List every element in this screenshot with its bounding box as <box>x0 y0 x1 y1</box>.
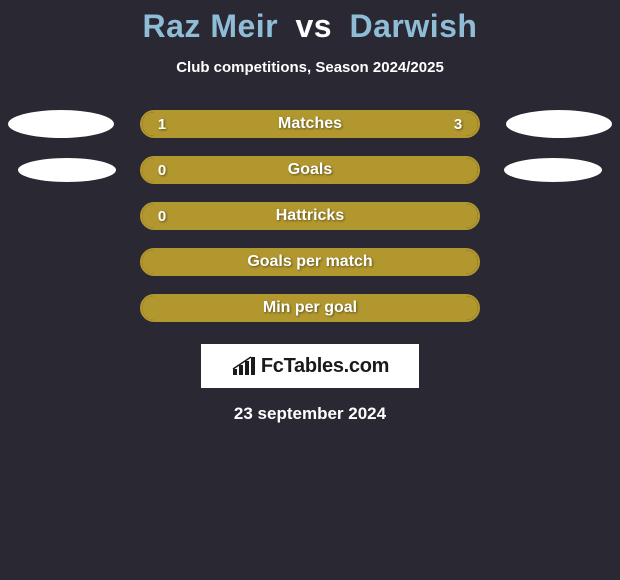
player1-name: Raz Meir <box>143 8 279 44</box>
stat-value-left: 1 <box>148 112 176 136</box>
brand-text: FcTables.com <box>261 355 389 378</box>
bar-fill-right <box>216 112 478 136</box>
stat-row: Min per goal <box>0 294 620 322</box>
brand-badge: FcTables.com <box>201 344 419 388</box>
stat-value-right: 3 <box>444 112 472 136</box>
bar-fill-right <box>142 204 478 228</box>
stat-value-left: 0 <box>148 204 176 228</box>
stat-value-left: 0 <box>148 158 176 182</box>
vs-label: vs <box>296 8 333 44</box>
player2-name: Darwish <box>349 8 477 44</box>
stat-bar: Min per goal <box>140 294 480 322</box>
player1-indicator <box>8 110 114 138</box>
player1-indicator <box>18 158 116 182</box>
stat-row: 0Hattricks <box>0 202 620 230</box>
stat-bar: Goals per match <box>140 248 480 276</box>
comparison-title: Raz Meir vs Darwish <box>0 0 620 45</box>
bar-fill-right <box>142 296 478 320</box>
stats-rows: 13Matches0Goals0HattricksGoals per match… <box>0 110 620 322</box>
stat-row: Goals per match <box>0 248 620 276</box>
stat-bar: 0Hattricks <box>140 202 480 230</box>
stat-row: 13Matches <box>0 110 620 138</box>
player2-indicator <box>506 110 612 138</box>
bar-fill-right <box>142 250 478 274</box>
barchart-icon <box>231 355 257 377</box>
bar-fill-right <box>142 158 478 182</box>
player2-indicator <box>504 158 602 182</box>
date-stamp: 23 september 2024 <box>0 404 620 424</box>
stat-bar: 0Goals <box>140 156 480 184</box>
subtitle: Club competitions, Season 2024/2025 <box>0 59 620 76</box>
stat-row: 0Goals <box>0 156 620 184</box>
stat-bar: 13Matches <box>140 110 480 138</box>
